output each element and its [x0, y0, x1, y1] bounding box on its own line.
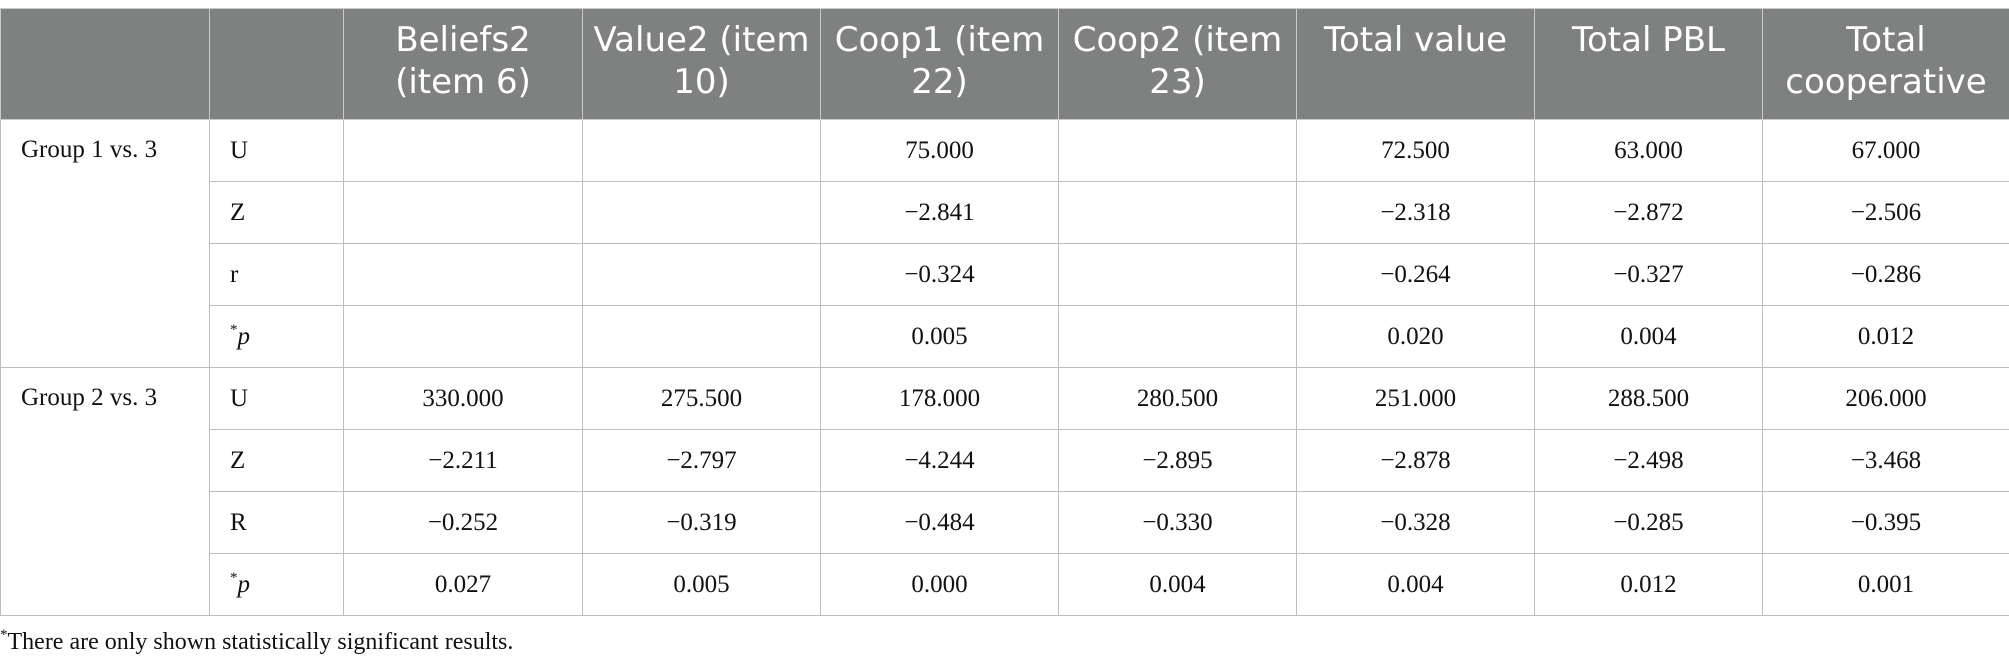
table-cell: −0.319: [582, 491, 821, 554]
table-cell: −2.318: [1296, 181, 1535, 244]
table-cell: 280.500: [1058, 367, 1297, 430]
results-table: Beliefs2 (item 6) Value2 (item 10) Coop1 (…: [0, 8, 2009, 616]
table-cell: 0.004: [1058, 553, 1297, 616]
table-row: Z −2.211 −2.797 −4.244 −2.895 −2.878 −2.498 −3.…: [1, 429, 2009, 492]
footnote-text: There are only shown statistically signi…: [7, 629, 514, 655]
table-cell: [343, 305, 583, 368]
table-cell: −2.211: [343, 429, 583, 492]
table-cell: −0.327: [1534, 243, 1763, 306]
statistic-label: R: [209, 491, 344, 554]
table-cell: [1058, 243, 1297, 306]
table-cell: 330.000: [343, 367, 583, 430]
table-cell: [343, 119, 583, 182]
table-cell: 0.000: [820, 553, 1059, 616]
table-cell: −0.484: [820, 491, 1059, 554]
header-row: Beliefs2 (item 6) Value2 (item 10) Coop1 (…: [0, 8, 2009, 120]
table-cell: 0.005: [582, 553, 821, 616]
statistic-label: U: [209, 367, 344, 430]
table-cell: −2.506: [1762, 181, 2009, 244]
table-cell: 0.012: [1762, 305, 2009, 368]
table-cell: −2.498: [1534, 429, 1763, 492]
table-cell: 0.001: [1762, 553, 2009, 616]
table-cell: 206.000: [1762, 367, 2009, 430]
table-row: R −0.252 −0.319 −0.484 −0.330 −0.328 −0.285 −0.…: [1, 491, 2009, 554]
table-cell: −2.872: [1534, 181, 1763, 244]
table-cell: 275.500: [582, 367, 821, 430]
table-cell: 0.020: [1296, 305, 1535, 368]
column-header: Value2 (item 10): [582, 8, 821, 120]
column-header: [0, 8, 210, 120]
table-body: Group 1 vs. 3 U 75.000 72.500 63.000 67.000 Z −…: [0, 119, 2009, 616]
table-cell: −0.285: [1534, 491, 1763, 554]
table-cell: [1058, 119, 1297, 182]
table-cell: 72.500: [1296, 119, 1535, 182]
table-cell: −0.328: [1296, 491, 1535, 554]
table-cell: −0.252: [343, 491, 583, 554]
statistic-label: *p: [209, 305, 344, 368]
table-cell: 67.000: [1762, 119, 2009, 182]
table-cell: −2.878: [1296, 429, 1535, 492]
table-cell: 75.000: [820, 119, 1059, 182]
table-cell: [1058, 181, 1297, 244]
table-cell: 251.000: [1296, 367, 1535, 430]
table-cell: 0.004: [1534, 305, 1763, 368]
column-header: Coop2 (item 23): [1058, 8, 1297, 120]
column-header: Total PBL: [1534, 8, 1763, 120]
table-cell: 178.000: [820, 367, 1059, 430]
table-cell: −0.286: [1762, 243, 2009, 306]
table-cell: 0.004: [1296, 553, 1535, 616]
table-cell: −0.330: [1058, 491, 1297, 554]
table-cell: 0.012: [1534, 553, 1763, 616]
group-label: Group 1 vs. 3: [0, 119, 210, 368]
table-cell: [582, 181, 821, 244]
table-cell: [582, 243, 821, 306]
table-cell: −0.324: [820, 243, 1059, 306]
table-row: Group 1 vs. 3 U 75.000 72.500 63.000 67.000: [0, 119, 2009, 368]
statistic-label: *p: [209, 553, 344, 616]
table-cell: [582, 119, 821, 182]
footnote-marker: *: [0, 627, 8, 643]
table-cell: −4.244: [820, 429, 1059, 492]
table-row: Group 2 vs. 3 U 330.000 275.500 178.000 280.5…: [0, 367, 2009, 616]
table-cell: 288.500: [1534, 367, 1763, 430]
table-cell: [343, 181, 583, 244]
column-header: Coop1 (item 22): [820, 8, 1059, 120]
footnote: *There are only shown statistically sign…: [0, 627, 513, 656]
table-cell: −2.841: [820, 181, 1059, 244]
group-label: Group 2 vs. 3: [0, 367, 210, 616]
statistic-label: Z: [209, 181, 344, 244]
column-header: Total value: [1296, 8, 1535, 120]
table-row: r −0.324 −0.264 −0.327 −0.286: [1, 243, 2009, 306]
table-row: *p 0.027 0.005 0.000 0.004 0.004 0.012 0.001: [1, 553, 2009, 616]
table-cell: −3.468: [1762, 429, 2009, 492]
table-cell: [1058, 305, 1297, 368]
table-cell: −0.395: [1762, 491, 2009, 554]
table-cell: −0.264: [1296, 243, 1535, 306]
statistic-label: r: [209, 243, 344, 306]
table-cell: −2.797: [582, 429, 821, 492]
table-cell: 0.005: [820, 305, 1059, 368]
column-header: Total cooperative: [1762, 8, 2009, 120]
table-cell: −2.895: [1058, 429, 1297, 492]
statistic-label: Z: [209, 429, 344, 492]
table-header: Beliefs2 (item 6) Value2 (item 10) Coop1 (…: [0, 8, 2009, 120]
table-cell: [582, 305, 821, 368]
table-cell: [343, 243, 583, 306]
table-cell: 0.027: [343, 553, 583, 616]
column-header: Beliefs2 (item 6): [343, 8, 583, 120]
column-header: [209, 8, 344, 120]
table-cell: 63.000: [1534, 119, 1763, 182]
table-row: Z −2.841 −2.318 −2.872 −2.506: [1, 181, 2009, 244]
statistic-label: U: [209, 119, 344, 182]
table-row: *p 0.005 0.020 0.004 0.012: [1, 305, 2009, 368]
